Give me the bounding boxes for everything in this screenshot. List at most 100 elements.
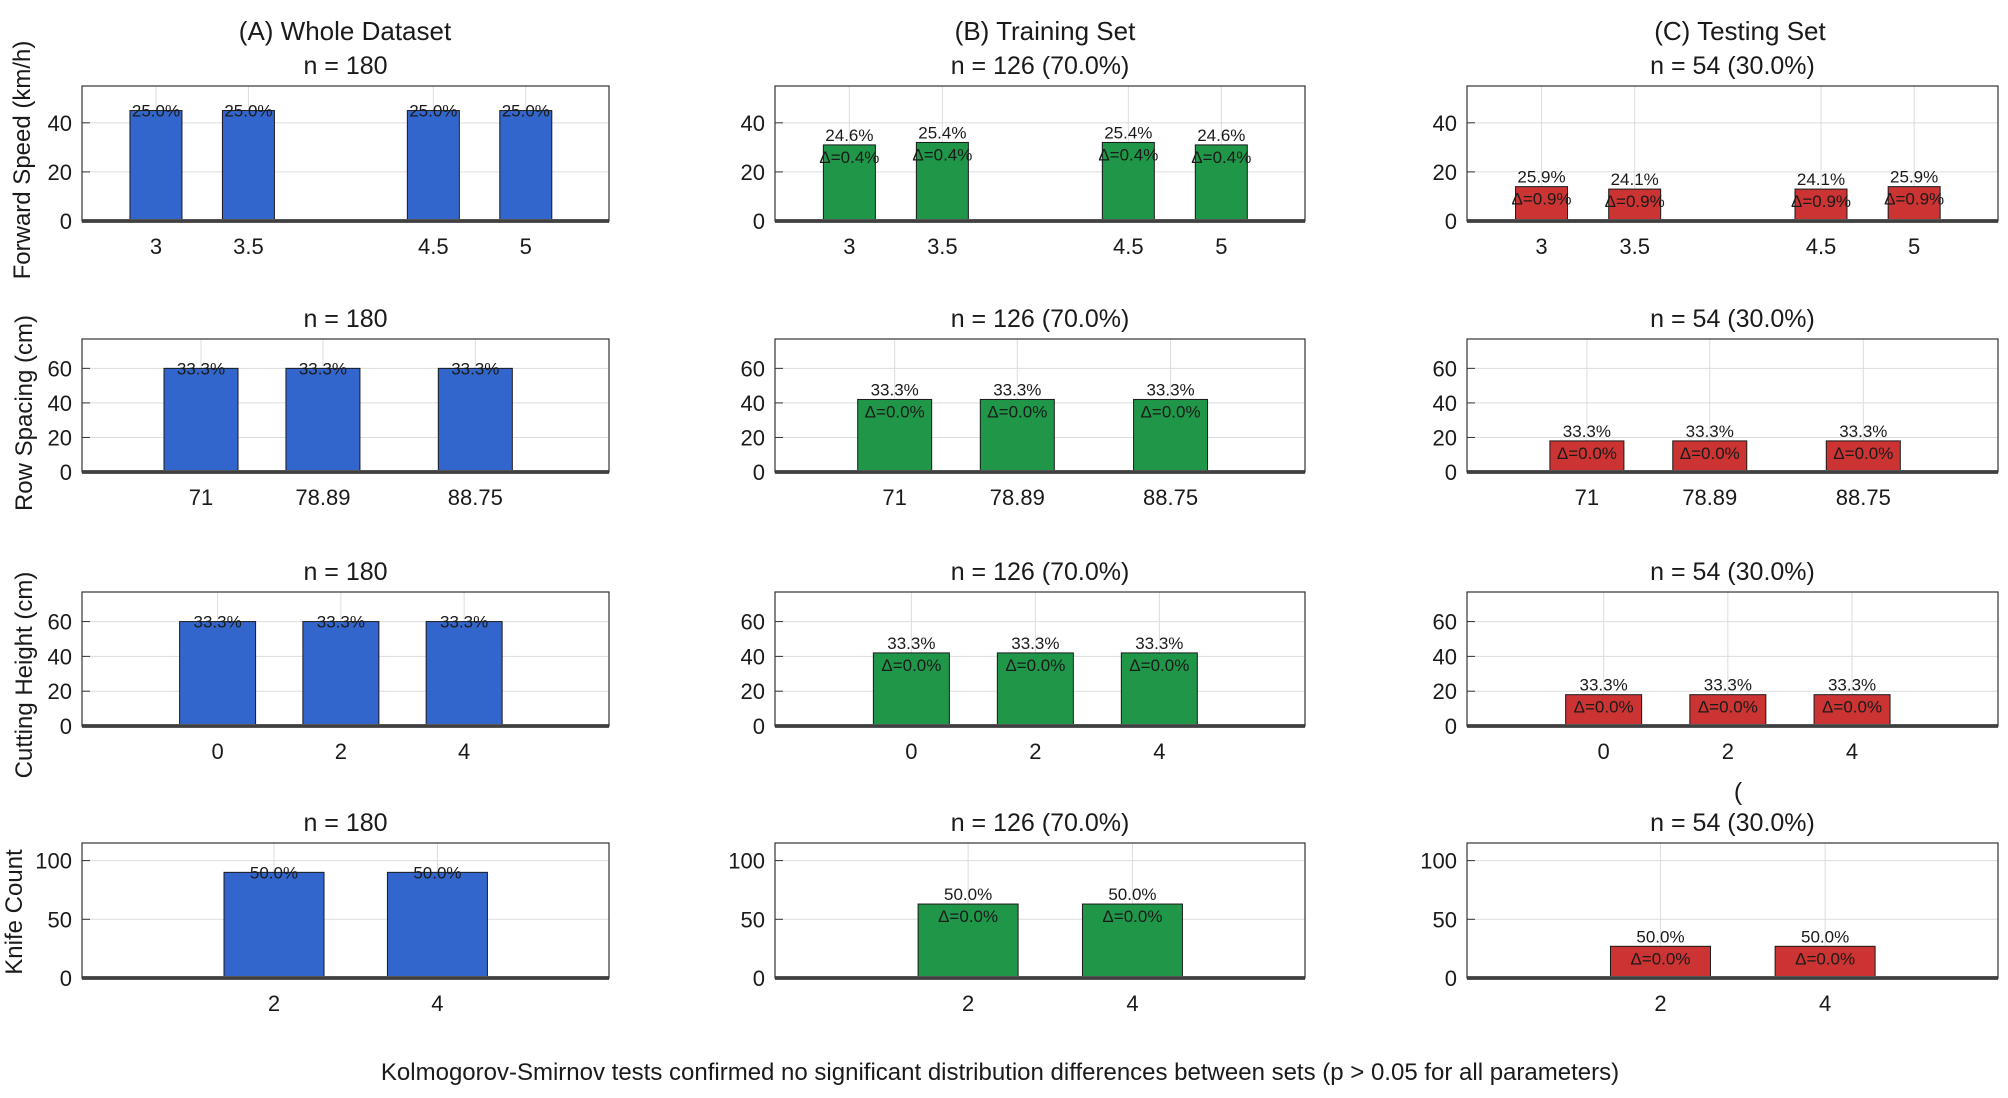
chart-panel: 0 50 100 2 4 50.0% Δ=0.0% 50.0% Δ=0.0% n = 54 (30… [1420, 809, 1999, 1016]
y-tick-label: 60 [1433, 356, 1457, 381]
x-tick-label: 3.5 [1619, 234, 1650, 259]
bar-delta-label: Δ=0.0% [1795, 949, 1855, 968]
bar-delta-label: Δ=0.0% [1102, 907, 1162, 926]
y-tick-label: 20 [741, 160, 765, 185]
y-tick-label: 20 [741, 679, 765, 704]
x-tick-label: 2 [335, 739, 347, 764]
bar-percent-label: 50.0% [944, 885, 992, 904]
chart-panel: 0 20 40 60 71 78.89 88.75 33.3% Δ=0.0% 33.3% Δ=0.0… [741, 305, 1306, 510]
bar-percent-label: 33.3% [1686, 422, 1734, 441]
bar [425, 621, 503, 727]
panel-title: n = 126 (70.0%) [951, 809, 1130, 837]
y-tick-label: 60 [741, 356, 765, 381]
y-tick-label: 40 [741, 644, 765, 669]
bar-delta-label: Δ=0.0% [1630, 949, 1690, 968]
panel-title: n = 126 (70.0%) [951, 52, 1130, 80]
x-tick-label: 4 [1819, 991, 1831, 1016]
panel-title: n = 180 [303, 305, 387, 333]
bar-percent-label: 25.0% [132, 102, 180, 121]
bar [1101, 141, 1155, 222]
chart-panel: 0 20 40 60 71 78.89 88.75 33.3% Δ=0.0% 33.3% Δ=0.0… [1433, 305, 1999, 510]
y-tick-label: 0 [753, 460, 765, 485]
x-tick-label: 3 [1535, 234, 1547, 259]
y-tick-label: 50 [1433, 907, 1457, 932]
x-tick-label: 78.89 [990, 485, 1045, 510]
x-tick-label: 88.75 [1143, 485, 1198, 510]
bar-delta-label: Δ=0.9% [1884, 190, 1944, 209]
bar-delta-label: Δ=0.4% [819, 148, 879, 167]
bar-delta-label: Δ=0.0% [938, 907, 998, 926]
x-tick-label: 4 [1153, 739, 1165, 764]
bar-delta-label: Δ=0.0% [881, 656, 941, 675]
x-tick-label: 3.5 [233, 234, 264, 259]
bar-percent-label: 24.6% [1197, 126, 1245, 145]
chart-panel: 0 20 40 60 0 2 4 33.3% Δ=0.0% 33.3% Δ=0.0% 33.3% Δ=0… [1433, 558, 1999, 764]
panel-frame [1466, 85, 1999, 222]
bar [1774, 945, 1876, 979]
bar-percent-label: 25.0% [224, 102, 272, 121]
y-tick-label: 0 [1445, 966, 1457, 991]
x-tick-label: 2 [1654, 991, 1666, 1016]
bar [302, 621, 380, 727]
panel-frame [1466, 338, 1999, 473]
bar [1194, 144, 1248, 222]
bar [221, 110, 275, 222]
x-tick-label: 4 [1846, 739, 1858, 764]
panel-frame [774, 85, 1306, 222]
y-tick-label: 40 [1433, 644, 1457, 669]
bar [406, 110, 460, 222]
bar-percent-label: 50.0% [413, 863, 461, 882]
bar [386, 871, 488, 979]
bar-percent-label: 33.3% [317, 613, 365, 632]
bar-percent-label: 33.3% [451, 359, 499, 378]
bar [1672, 440, 1748, 473]
bar-percent-label: 25.4% [918, 123, 966, 142]
bar [872, 652, 950, 727]
y-tick-label: 40 [741, 391, 765, 416]
y-tick-label: 0 [1445, 209, 1457, 234]
panel-title: n = 180 [303, 52, 387, 80]
bar-percent-label: 33.3% [440, 613, 488, 632]
bar-percent-label: 25.9% [1890, 168, 1938, 187]
bar-delta-label: Δ=0.0% [987, 402, 1047, 421]
bar-delta-label: Δ=0.4% [1098, 145, 1158, 164]
bar [129, 110, 183, 222]
bar [1549, 440, 1625, 473]
y-tick-label: 40 [48, 391, 72, 416]
chart-panel: 0 50 100 2 4 50.0% Δ=0.0% 50.0% Δ=0.0% n = 126 (7… [728, 809, 1306, 1016]
y-tick-label: 40 [1433, 111, 1457, 136]
y-tick-label: 60 [48, 610, 72, 635]
panel-frame [81, 842, 610, 979]
panel-frame [81, 85, 610, 222]
y-tick-label: 20 [1433, 425, 1457, 450]
bar-percent-label: 33.3% [1704, 676, 1752, 695]
bar-percent-label: 33.3% [1839, 422, 1887, 441]
bar-delta-label: Δ=0.0% [1680, 444, 1740, 463]
y-tick-label: 0 [60, 714, 72, 739]
panel-frame [774, 842, 1306, 979]
y-tick-label: 60 [1433, 610, 1457, 635]
bar [917, 903, 1019, 979]
x-tick-label: 71 [1575, 485, 1599, 510]
y-tick-label: 50 [741, 907, 765, 932]
bar-percent-label: 33.3% [177, 359, 225, 378]
y-tick-label: 20 [48, 679, 72, 704]
y-tick-label: 50 [48, 907, 72, 932]
x-tick-label: 4 [431, 991, 443, 1016]
panel-title: n = 54 (30.0%) [1650, 305, 1815, 333]
y-tick-label: 40 [1433, 391, 1457, 416]
bar [1565, 694, 1643, 727]
bar-percent-label: 33.3% [1146, 380, 1194, 399]
bar-percent-label: 25.0% [502, 102, 550, 121]
x-tick-label: 0 [1598, 739, 1610, 764]
x-tick-label: 88.75 [448, 485, 503, 510]
bar-percent-label: 33.3% [1011, 634, 1059, 653]
y-tick-label: 20 [48, 425, 72, 450]
row-label-forward-speed: Forward Speed (km/h) [9, 41, 36, 280]
panel-frame [1466, 591, 1999, 727]
plot-area [1467, 843, 1998, 978]
footer-note: Kolmogorov-Smirnov tests confirmed no si… [381, 1059, 1619, 1086]
bar-percent-label: 25.0% [409, 102, 457, 121]
bar-percent-label: 24.6% [825, 126, 873, 145]
x-tick-label: 4.5 [1806, 234, 1837, 259]
